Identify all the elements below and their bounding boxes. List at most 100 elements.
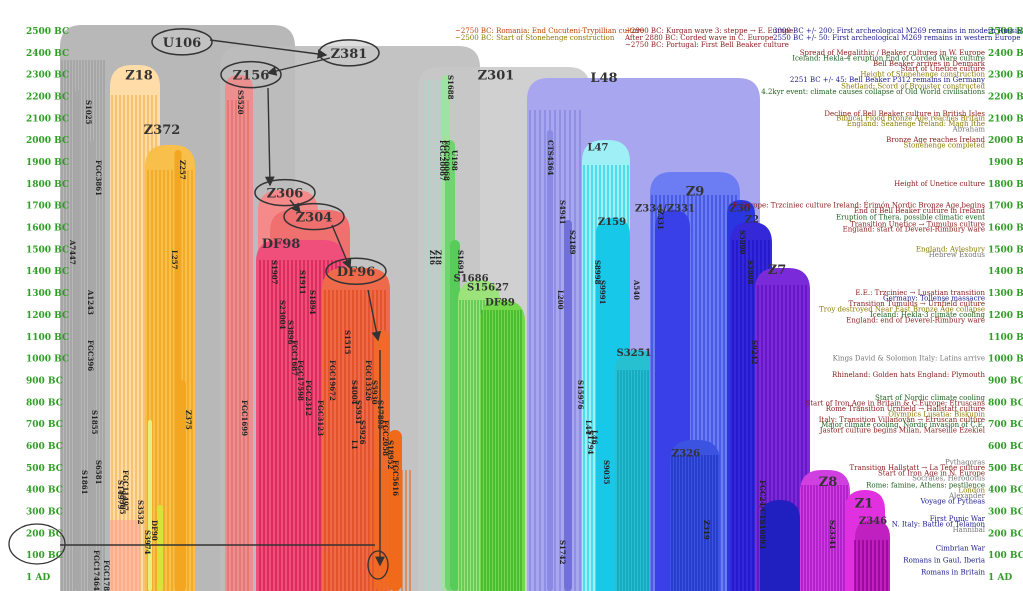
event-label: Start of Iron Age in N. Europe xyxy=(878,469,985,477)
branch-z18-base xyxy=(110,520,140,591)
vertical-branch-label: L46 xyxy=(590,430,599,445)
vertical-branch-label: S3974 xyxy=(143,530,152,555)
vertical-branch-label: FGC2312 xyxy=(304,380,313,416)
vertical-branch-label: FGC17464 xyxy=(92,550,101,591)
event-label: Spread of Megalithic / Beaker cultures i… xyxy=(800,49,985,57)
event-label: Transition Hallstatt → La Tene culture xyxy=(850,464,985,472)
node-label: Z304 xyxy=(296,211,333,226)
vertical-branch-label: S3896 xyxy=(286,320,295,345)
event-label: First Punic War xyxy=(930,515,986,523)
y-tick-label-left: 300 BC xyxy=(26,507,63,517)
node-label: DF89 xyxy=(485,298,515,309)
event-label: Socrates, Herodotus xyxy=(912,475,985,483)
event-label: Rome: famine, Athens: pestilence xyxy=(866,481,985,489)
branch-stem-grey xyxy=(75,90,81,591)
event-label: Biblical Flood Bronze Age reaches Britai… xyxy=(836,114,985,122)
vertical-branch-label: U198 xyxy=(450,150,459,171)
vertical-branch-label: S23341 xyxy=(828,520,837,550)
node-label: Z372 xyxy=(144,123,181,138)
lineage-arrow xyxy=(264,87,275,187)
event-top-label: ~2750 BC: Romania: End Cucuteni-Trypilli… xyxy=(455,27,644,35)
vertical-branch-label: DF90 xyxy=(150,520,159,541)
y-tick-label-right: 700 BC xyxy=(988,420,1023,430)
vertical-branch-label: Z16 xyxy=(428,250,437,265)
y-tick-label-right: 900 BC xyxy=(988,376,1023,386)
vertical-branch-label: FGC20067 xyxy=(438,140,447,181)
vertical-branch-label: S5926 xyxy=(358,420,367,445)
y-tick-label-right: 1000 BC xyxy=(988,355,1023,365)
y-tick-label-left: 1300 BC xyxy=(26,289,69,299)
vertical-branch-label: S9991 xyxy=(598,280,607,305)
event-label: Bell Beaker arrives in Denmark xyxy=(873,60,986,68)
highlight-circle xyxy=(367,550,389,580)
y-tick-label-left: 700 BC xyxy=(26,420,63,430)
node-label: Z346 xyxy=(859,516,887,527)
event-label: Eruption of Thera, possible climatic eve… xyxy=(836,214,985,222)
node-label: Z156 xyxy=(233,69,270,84)
branch-stem-z375 xyxy=(178,380,186,591)
branch-stem-s1742 xyxy=(566,490,570,591)
y-axis-left: 2500 BC 2400 BC 2300 BC 2200 BC 2100 BC 2000 … xyxy=(26,27,69,583)
vertical-branch-label: FGC2058 xyxy=(381,420,390,456)
event-label: Bronze Age reaches Ireland xyxy=(886,136,985,144)
y-tick-label-right: 1 AD xyxy=(988,573,1012,583)
event-label: E.E.: Trzciniec → Lusatian transition xyxy=(855,289,985,297)
vertical-branch-label: Z375 xyxy=(184,410,193,430)
event-label: Romans in Gaul, Iberia xyxy=(903,557,985,565)
event-label: Iceland: Hekla-4 eruption End of Corded … xyxy=(792,54,985,62)
node-label: L47 xyxy=(588,143,609,154)
event-label: Iceland: Hekla-3 climate cooling xyxy=(870,311,985,319)
vertical-branch-label: S1907 xyxy=(270,260,279,285)
vertical-branch-label: FGC3123 xyxy=(316,400,325,436)
node-label: Z1 xyxy=(855,497,874,512)
event-label: Height of Stonehenge construction xyxy=(860,71,985,79)
vertical-branch-label: S1515 xyxy=(343,330,352,355)
vertical-branch-label: FGC11497 xyxy=(121,470,130,511)
vertical-branch-label: S1861 xyxy=(80,470,89,495)
vertical-branch-label: S8998 xyxy=(593,260,602,285)
vertical-branch-label: S14979 xyxy=(116,480,125,510)
vertical-branch-label: FGC13326 xyxy=(364,360,373,401)
node-label: S1686 xyxy=(453,274,488,285)
y-tick-label-left: 2300 BC xyxy=(26,71,69,81)
y-tick-label-left: 1 AD xyxy=(26,573,50,583)
vertical-branch-label: FGC20068 xyxy=(442,140,451,181)
branch-stem-lime xyxy=(157,505,163,591)
y-tick-label-left: 2400 BC xyxy=(26,49,69,59)
y-tick-label-right: 2500 BC xyxy=(988,27,1023,37)
vertical-branch-label: S9242 xyxy=(750,340,759,365)
y-tick-label-right: 2000 BC xyxy=(988,136,1023,146)
y-tick-label-left: 1700 BC xyxy=(26,202,69,212)
vertical-branch-label: FGC5616 xyxy=(391,460,400,496)
vertical-branch-label: S5931 xyxy=(354,400,363,425)
vertical-branch-label: S1911 xyxy=(298,270,307,295)
event-label: Pythagoras xyxy=(945,458,985,466)
vertical-branch-label: A540 xyxy=(632,279,641,300)
vertical-branch-label: S5305 xyxy=(118,490,127,515)
vertical-branch-label: S5990 xyxy=(738,230,747,255)
event-label: N. Italy: Battle of Telamon xyxy=(892,521,986,529)
vertical-branch-label: FGC17598 xyxy=(296,360,305,401)
y-tick-label-right: 300 BC xyxy=(988,507,1023,517)
branch-z346 xyxy=(855,520,890,591)
y-tick-label-left: 1100 BC xyxy=(26,333,69,343)
node-label: Z30 xyxy=(729,204,750,215)
vertical-branch-label: L200 xyxy=(556,290,565,310)
events-layer: Spread of Megalithic / Beaker cultures i… xyxy=(733,49,986,577)
node-circle xyxy=(254,178,316,207)
node-label: Z2 xyxy=(745,215,759,226)
vertical-label-layer: S1025 FGC3861 A7447 FGC396 A1243 S1855 S1861 S6… xyxy=(68,75,837,591)
node-label: Z334/Z331 xyxy=(635,204,695,215)
y-tick-label-right: 2300 BC xyxy=(988,71,1023,81)
y-tick-label-left: 800 BC xyxy=(26,398,63,408)
event-top-label: 2550 BC +/- 50: First archeological M269… xyxy=(773,34,1020,42)
node-label: U106 xyxy=(163,36,201,51)
y-tick-label-right: 500 BC xyxy=(988,464,1023,474)
y-tick-label-left: 100 BC xyxy=(26,551,63,561)
branch-stem-lime xyxy=(148,420,152,591)
y-tick-label-right: 1400 BC xyxy=(988,267,1023,277)
branch-fgc24 xyxy=(760,500,800,591)
node-circle xyxy=(220,60,282,89)
event-label: Abraham xyxy=(952,125,986,133)
